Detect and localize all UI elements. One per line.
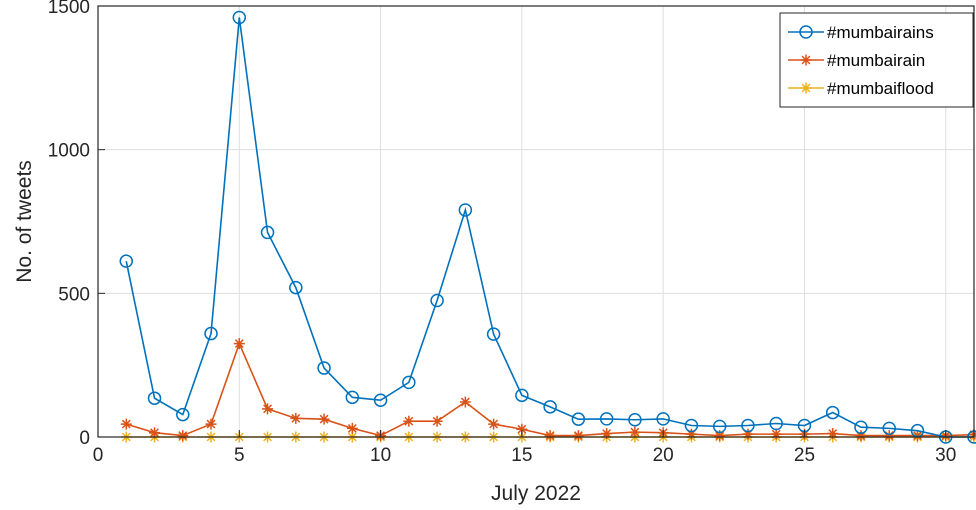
data-point: [147, 391, 162, 405]
data-point: [543, 400, 557, 414]
data-point: [205, 418, 217, 430]
data-point: [318, 413, 330, 425]
data-point: [119, 254, 134, 268]
x-tick-label: 25: [794, 445, 815, 466]
data-point: [825, 405, 840, 420]
series-line: [125, 17, 974, 438]
legend: #mumbairains #mumbairain #mumbaiflood: [779, 12, 974, 108]
data-point: [770, 428, 782, 440]
data-point: [458, 203, 473, 217]
data-point: [317, 361, 331, 375]
y-tick-label: 1000: [48, 141, 90, 162]
data-point: [176, 407, 190, 422]
data-point: [883, 430, 895, 442]
data-point: [656, 412, 670, 426]
data-point: [290, 412, 302, 424]
data-point: [345, 390, 360, 405]
series-group: [119, 10, 976, 444]
data-point: [628, 413, 642, 427]
series-line: [126, 341, 975, 437]
x-tick-label: 0: [93, 445, 104, 466]
data-point: [515, 388, 529, 403]
data-point: [882, 421, 896, 436]
data-point: [599, 412, 614, 426]
x-tick-label: 30: [935, 445, 956, 466]
legend-entry-label: #mumbaiflood: [827, 79, 934, 98]
data-point: [204, 326, 218, 341]
x-tick-label: 20: [653, 445, 674, 466]
data-point: [403, 415, 415, 427]
data-point: [373, 393, 388, 407]
data-point: [827, 428, 839, 440]
data-point: [232, 10, 247, 25]
data-point: [571, 412, 586, 426]
data-point: [486, 327, 501, 341]
data-point: [769, 416, 783, 431]
data-point: [260, 225, 275, 240]
data-point: [177, 430, 189, 442]
data-point: [742, 428, 754, 440]
data-point: [544, 430, 556, 442]
y-tick-label: 1500: [48, 0, 90, 18]
y-tick-label: 500: [58, 284, 90, 305]
data-point: [629, 426, 641, 438]
data-point: [459, 396, 471, 408]
data-point: [684, 418, 699, 433]
data-point: [262, 403, 274, 415]
data-point: [601, 428, 613, 440]
data-point: [572, 430, 584, 442]
y-tick-label: 0: [79, 428, 90, 449]
data-point: [685, 428, 697, 440]
x-tick-label: 10: [370, 445, 391, 466]
plot-area-frame: [97, 5, 975, 438]
x-tick-label: 15: [511, 445, 532, 466]
x-tick-label: 5: [234, 445, 245, 466]
data-point: [233, 338, 245, 350]
data-point: [855, 430, 867, 442]
data-point: [289, 280, 303, 295]
data-point: [402, 375, 416, 390]
data-point: [346, 422, 358, 434]
data-point: [120, 418, 132, 430]
series-group: [120, 338, 976, 442]
data-point: [854, 420, 868, 434]
data-point: [488, 418, 500, 430]
data-point: [741, 418, 755, 433]
data-point: [714, 430, 726, 442]
data-point: [911, 430, 923, 442]
x-axis-label: July 2022: [491, 482, 581, 505]
legend-marker: [800, 82, 812, 94]
y-axis-label: No. of tweets: [13, 160, 36, 283]
axis-ticks: 0 5 10 15 20 25 30 0 500 1000 1500: [48, 0, 957, 466]
data-point: [712, 419, 727, 434]
data-point: [430, 293, 444, 308]
legend-entry-label: #mumbairain: [827, 51, 925, 70]
data-point: [149, 427, 161, 439]
legend-entry-label: #mumbairains: [827, 23, 934, 42]
legend-marker: [800, 54, 812, 66]
data-point: [516, 423, 528, 435]
data-point: [431, 415, 443, 427]
legend-marker: [799, 25, 813, 39]
